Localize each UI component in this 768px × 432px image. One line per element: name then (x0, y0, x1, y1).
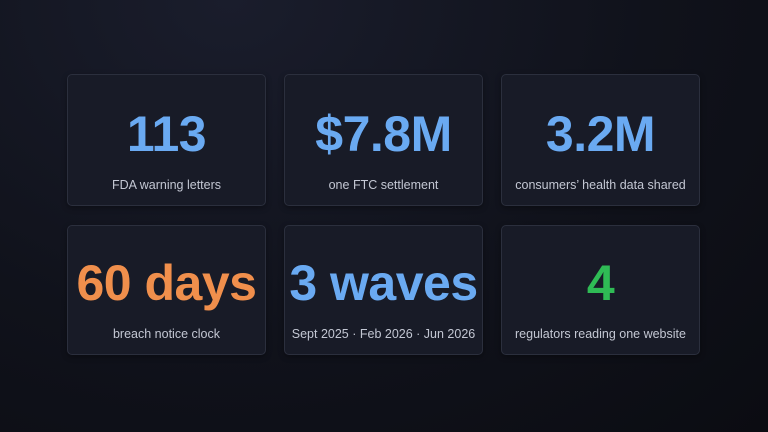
stat-label: Sept 2025 · Feb 2026 · Jun 2026 (291, 327, 476, 341)
stat-label: regulators reading one website (515, 327, 686, 341)
stat-label: one FTC settlement (328, 178, 439, 192)
stats-grid: 113 FDA warning letters $7.8M one FTC se… (67, 74, 701, 355)
stat-label: FDA warning letters (111, 178, 222, 192)
stat-value: 3 waves (289, 255, 478, 311)
stat-card-fda-warning-letters: 113 FDA warning letters (67, 74, 266, 206)
stat-card-regulators: 4 regulators reading one website (501, 225, 700, 355)
stat-value: 113 (126, 106, 207, 162)
stat-card-health-data-shared: 3.2M consumers’ health data shared (501, 74, 700, 206)
stat-card-ftc-settlement: $7.8M one FTC settlement (284, 74, 483, 206)
stat-label: breach notice clock (112, 327, 220, 341)
stat-value: 60 days (76, 255, 257, 311)
stat-label: consumers’ health data shared (515, 178, 686, 192)
stat-card-breach-notice: 60 days breach notice clock (67, 225, 266, 355)
stat-value: $7.8M (315, 106, 452, 162)
stat-card-waves: 3 waves Sept 2025 · Feb 2026 · Jun 2026 (284, 225, 483, 355)
stat-value: 4 (586, 255, 615, 311)
stat-value: 3.2M (545, 106, 656, 162)
